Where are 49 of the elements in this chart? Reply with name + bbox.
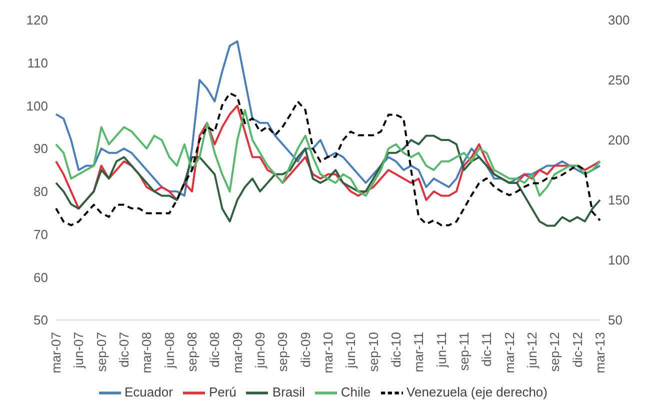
x-tick-label: mar-11 [411,332,426,372]
x-tick-label: mar-09 [230,332,245,374]
y2-tick-label: 150 [608,192,630,208]
legend-label: Chile [340,384,371,400]
y2-tick-label: 50 [608,312,622,328]
legend-label: Venezuela (eje derecho) [406,384,548,400]
x-tick-label: jun-11 [434,332,449,368]
legend-label: Perú [208,384,236,400]
y-tick-label: 110 [27,55,48,70]
y2-tick-label: 200 [608,132,630,148]
line-series [55,92,601,226]
x-tick-label: dic-10 [388,332,404,368]
x-tick-label: jun-07 [71,332,86,370]
x-tick-label: sep-07 [94,332,109,372]
x-tick-label: dic-12 [570,332,585,368]
x-tick-label: jun-12 [524,332,540,370]
x-tick-label: mar-10 [320,332,336,374]
x-tick-label: sep-11 [456,332,472,371]
legend-label: Ecuador [124,384,173,400]
line-series [55,40,601,197]
x-tick-label: dic-11 [479,332,494,366]
y-tick-label: 100 [26,98,48,114]
y-tick-label: 50 [34,312,48,328]
x-tick-label: sep-08 [184,332,200,372]
y2-tick-label: 250 [608,72,630,88]
y2-tick-label: 300 [608,12,630,28]
x-tick-label: jun-08 [162,332,177,370]
x-tick-label: sep-10 [366,332,381,372]
x-tick-label: jun-09 [252,332,268,370]
y-tick-label: 90 [34,141,48,156]
y-tick-label: 80 [34,184,48,200]
x-tick-label: mar-07 [48,332,64,374]
y2-tick-label: 100 [608,252,630,268]
x-tick-label: mar-13 [592,332,608,374]
x-tick-label: sep-09 [275,332,290,372]
line-series [55,104,601,210]
x-tick-label: dic-08 [207,332,222,368]
x-tick-label: dic-07 [116,332,132,368]
x-tick-label: sep-12 [547,332,562,372]
y-tick-label: 120 [26,12,48,28]
y-tick-label: 60 [34,270,48,285]
line-series [55,109,601,197]
legend-label: Brasil [272,384,305,400]
x-tick-label: mar-12 [502,332,517,374]
x-tick-label: dic-09 [298,332,313,368]
x-tick-label: mar-08 [139,332,154,374]
y-tick-label: 70 [34,226,48,242]
line-series [55,134,601,227]
x-tick-label: jun-10 [343,332,358,370]
